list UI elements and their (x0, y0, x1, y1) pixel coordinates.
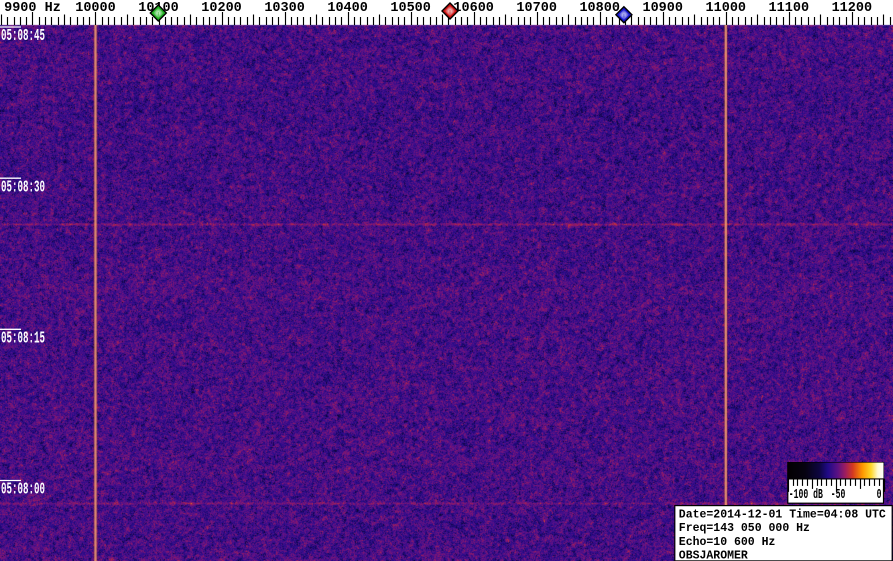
svg-text:10200: 10200 (201, 1, 242, 16)
svg-text:Freq=143 050 000 Hz: Freq=143 050 000 Hz (679, 522, 810, 535)
svg-text:11100: 11100 (769, 1, 810, 16)
svg-text:10000: 10000 (75, 1, 116, 16)
svg-text:10400: 10400 (327, 1, 368, 16)
svg-text:05:08:30: 05:08:30 (1, 178, 45, 196)
svg-text:0: 0 (877, 488, 882, 503)
svg-text:10800: 10800 (579, 1, 620, 16)
svg-text:05:08:00: 05:08:00 (1, 480, 45, 498)
svg-text:05:08:45: 05:08:45 (1, 27, 45, 45)
svg-text:Echo=10 600 Hz: Echo=10 600 Hz (679, 536, 776, 549)
svg-text:9900 Hz: 9900 Hz (4, 1, 61, 16)
svg-text:-100 dB: -100 dB (789, 488, 823, 503)
svg-text:OBSJAROMER: OBSJAROMER (679, 549, 748, 561)
svg-text:Date=2014-12-01 Time=04:08 UTC: Date=2014-12-01 Time=04:08 UTC (679, 509, 886, 522)
svg-text:-50: -50 (831, 488, 846, 503)
svg-text:11200: 11200 (832, 1, 873, 16)
svg-text:11000: 11000 (706, 1, 747, 16)
svg-text:10700: 10700 (516, 1, 557, 16)
svg-text:10900: 10900 (642, 1, 683, 16)
svg-text:10600: 10600 (453, 1, 494, 16)
svg-text:10300: 10300 (264, 1, 305, 16)
svg-text:10500: 10500 (390, 1, 431, 16)
svg-text:05:08:15: 05:08:15 (1, 329, 45, 347)
